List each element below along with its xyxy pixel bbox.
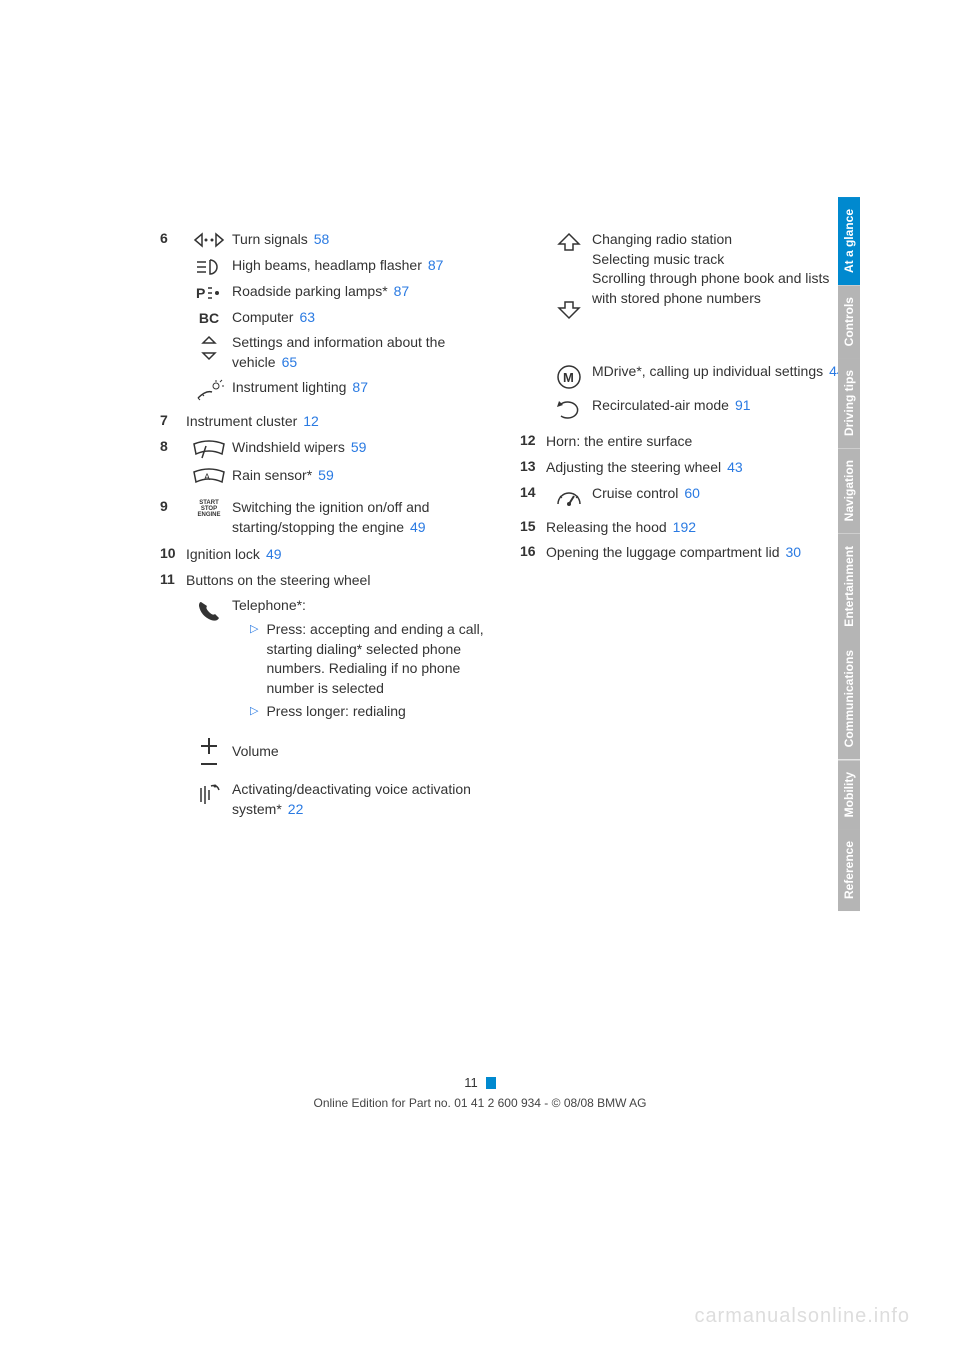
label: Instrument cluster (186, 413, 297, 429)
page-number: 11 (464, 1075, 478, 1090)
page-link[interactable]: 63 (299, 309, 315, 325)
label: Settings and information about the vehic… (232, 334, 445, 370)
page-link[interactable]: 59 (318, 467, 334, 483)
label: Computer (232, 309, 293, 325)
label: Horn: the entire surface (546, 433, 692, 449)
label: Instrument lighting (232, 379, 346, 395)
instrument-lighting-icon (186, 378, 232, 402)
cruise-control-icon (546, 484, 592, 508)
watermark: carmanualsonline.info (694, 1305, 910, 1328)
page-link[interactable]: 12 (303, 413, 319, 429)
item-number: 6 (160, 230, 186, 250)
label: Rain sensor* (232, 467, 312, 483)
page-link[interactable]: 87 (394, 283, 410, 299)
page-link[interactable]: 65 (282, 354, 298, 370)
page-link[interactable]: 43 (727, 459, 743, 475)
side-tabs: At a glance Controls Driving tips Naviga… (838, 197, 865, 911)
page-link[interactable]: 49 (410, 519, 426, 535)
arrow-down-icon (546, 272, 592, 320)
svg-text:P: P (196, 285, 205, 301)
item-number: 14 (520, 484, 546, 508)
page-link[interactable]: 87 (428, 257, 444, 273)
left-column: 6 Turn signals 58 High beams, headlamp fl… (160, 230, 490, 825)
tab-reference[interactable]: Reference (838, 829, 860, 911)
page-link[interactable]: 49 (266, 546, 282, 562)
right-column: Changing radio station Selecting music t… (520, 230, 850, 825)
bullet-text: Press longer: redialing (266, 702, 405, 722)
tab-mobility[interactable]: Mobility (838, 760, 860, 829)
page-link[interactable]: 22 (288, 801, 304, 817)
label: Buttons on the steering wheel (186, 572, 370, 588)
item-number: 9 (160, 498, 186, 537)
page-link[interactable]: 58 (314, 231, 330, 247)
label: Activating/deactivating voice activation… (232, 781, 471, 817)
item-number: 12 (520, 432, 546, 452)
bullet-icon: ▷ (250, 702, 258, 722)
label: Releasing the hood (546, 519, 667, 535)
label: Adjusting the steering wheel (546, 459, 721, 475)
rain-sensor-icon: A (186, 466, 232, 488)
turn-signal-icon (186, 230, 232, 250)
item-number: 10 (160, 545, 186, 565)
voice-icon (186, 780, 232, 819)
item-number: 11 (160, 571, 186, 591)
svg-text:M: M (563, 370, 574, 385)
page-link[interactable]: 192 (673, 519, 696, 535)
page-link[interactable]: 60 (684, 485, 700, 501)
item-number: 7 (160, 412, 186, 432)
settings-icon (186, 333, 232, 372)
edition-text: Online Edition for Part no. 01 41 2 600 … (0, 1096, 960, 1110)
page-marker-icon (486, 1077, 496, 1089)
page-link[interactable]: 59 (351, 439, 367, 455)
tab-controls[interactable]: Controls (838, 285, 860, 358)
bullet-text: Press: accepting and ending a call, star… (266, 620, 490, 698)
tab-at-a-glance[interactable]: At a glance (838, 197, 860, 285)
label: Turn signals (232, 231, 308, 247)
computer-icon: BC (186, 308, 232, 328)
page-link[interactable]: 30 (785, 544, 801, 560)
item-number: 15 (520, 518, 546, 538)
page-footer: 11 Online Edition for Part no. 01 41 2 6… (0, 1075, 960, 1110)
phone-icon (186, 596, 232, 726)
label: Opening the luggage compartment lid (546, 544, 779, 560)
page-link[interactable]: 91 (735, 397, 751, 413)
parking-lamp-icon: P (186, 282, 232, 302)
high-beam-icon (186, 256, 232, 276)
label: Ignition lock (186, 546, 260, 562)
bullet-icon: ▷ (250, 620, 258, 698)
telephone-title: Telephone*: (232, 596, 490, 616)
recirculate-icon (546, 396, 592, 422)
label: Cruise control (592, 485, 678, 501)
item-number: 8 (160, 438, 186, 460)
volume-icon (186, 732, 232, 770)
label: Switching the ignition on/off and starti… (232, 499, 429, 535)
label: Recirculated-air mode (592, 397, 729, 413)
label: Roadside parking lamps* (232, 283, 388, 299)
item-number: 13 (520, 458, 546, 478)
label: MDrive*, calling up individual settings (592, 363, 823, 379)
label: High beams, headlamp flasher (232, 257, 422, 273)
tab-communications[interactable]: Communications (838, 638, 860, 759)
tab-driving-tips[interactable]: Driving tips (838, 358, 860, 448)
tab-entertainment[interactable]: Entertainment (838, 534, 860, 639)
tab-navigation[interactable]: Navigation (838, 448, 860, 533)
item-number: 16 (520, 543, 546, 563)
start-stop-icon: STARTSTOPENGINE (186, 498, 232, 537)
wiper-icon (186, 438, 232, 460)
label: Windshield wipers (232, 439, 345, 455)
page-link[interactable]: 87 (352, 379, 368, 395)
label: Volume (232, 743, 279, 759)
svg-text:A: A (204, 472, 210, 482)
mdrive-icon: M (546, 362, 592, 390)
